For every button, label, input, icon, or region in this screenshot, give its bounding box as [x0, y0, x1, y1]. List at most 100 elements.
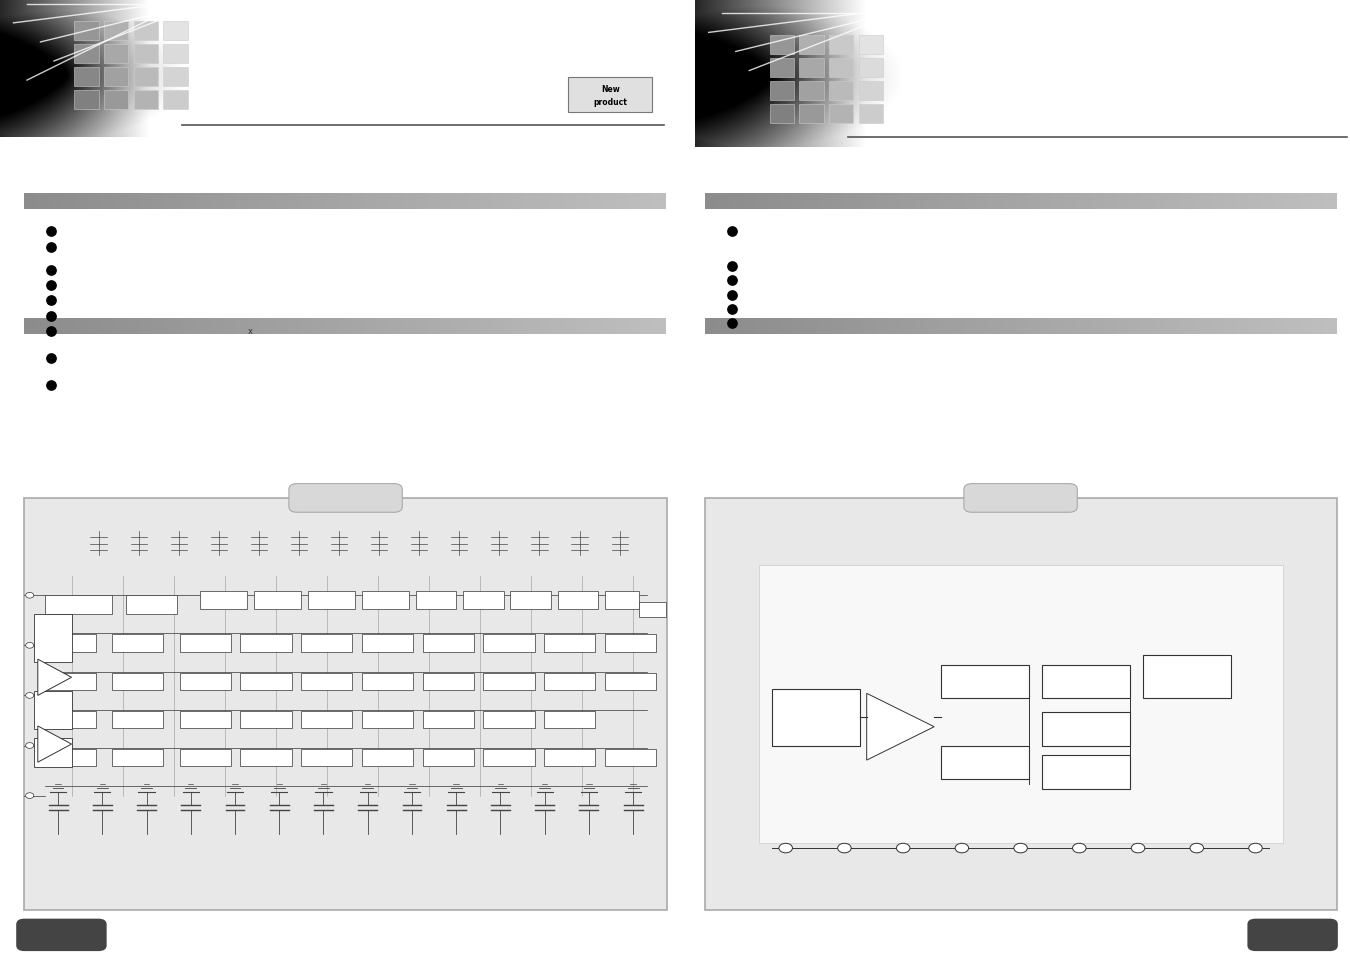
Bar [180, 673, 231, 690]
Circle shape [1131, 843, 1145, 853]
Bar [1143, 656, 1231, 699]
Point [721, 224, 743, 239]
Bar [544, 635, 595, 652]
Bar [544, 711, 595, 728]
Bar [180, 635, 231, 652]
Bar [180, 711, 231, 728]
Bar [163, 91, 188, 110]
Bar [74, 91, 99, 110]
Circle shape [1189, 843, 1203, 853]
Bar [240, 673, 292, 690]
Bar [859, 59, 883, 78]
Bar [104, 45, 128, 64]
Bar [45, 749, 96, 766]
Bar [362, 592, 409, 609]
Bar [240, 711, 292, 728]
FancyBboxPatch shape [568, 78, 652, 112]
FancyBboxPatch shape [1247, 919, 1338, 951]
Point [40, 224, 62, 239]
Bar [705, 498, 1336, 910]
Bar [163, 68, 188, 87]
Bar [112, 635, 163, 652]
Bar [163, 22, 188, 41]
Polygon shape [867, 694, 934, 760]
Point [721, 259, 743, 274]
Bar [605, 635, 656, 652]
Circle shape [26, 743, 34, 749]
Circle shape [26, 593, 34, 598]
Bar [558, 592, 598, 609]
Bar [829, 82, 853, 101]
Bar [463, 592, 504, 609]
Bar [254, 592, 301, 609]
Circle shape [1014, 843, 1027, 853]
Bar [483, 673, 535, 690]
Bar [544, 673, 595, 690]
Bar [639, 603, 666, 618]
Bar [112, 749, 163, 766]
Bar [859, 105, 883, 124]
Bar [544, 749, 595, 766]
Bar [483, 711, 535, 728]
Point [40, 263, 62, 278]
Bar [180, 749, 231, 766]
Bar [362, 711, 413, 728]
Point [40, 378, 62, 394]
Bar [605, 673, 656, 690]
Circle shape [837, 843, 852, 853]
Bar [859, 36, 883, 55]
Bar [510, 592, 551, 609]
Bar [423, 635, 474, 652]
Polygon shape [38, 726, 72, 762]
Bar [1042, 665, 1130, 699]
FancyBboxPatch shape [289, 484, 402, 513]
Circle shape [896, 843, 910, 853]
Bar [362, 673, 413, 690]
Bar [308, 592, 355, 609]
Circle shape [956, 843, 968, 853]
Bar [799, 82, 824, 101]
Circle shape [779, 843, 792, 853]
Bar [829, 59, 853, 78]
Bar [416, 592, 456, 609]
Point [721, 274, 743, 289]
Bar [759, 565, 1282, 843]
Bar [423, 673, 474, 690]
FancyBboxPatch shape [964, 484, 1077, 513]
Bar [301, 673, 352, 690]
Circle shape [26, 693, 34, 699]
Point [40, 294, 62, 309]
Bar [941, 746, 1029, 780]
Bar [104, 68, 128, 87]
Bar [134, 91, 158, 110]
Point [40, 278, 62, 294]
Text: product: product [593, 98, 628, 107]
Bar [1042, 756, 1130, 789]
Bar [423, 749, 474, 766]
Bar [829, 105, 853, 124]
Point [721, 316, 743, 332]
Bar [772, 689, 860, 746]
Bar [240, 749, 292, 766]
Bar [829, 36, 853, 55]
Bar [769, 59, 794, 78]
Bar [45, 635, 96, 652]
Bar [769, 82, 794, 101]
Bar [24, 498, 667, 910]
Bar [483, 635, 535, 652]
Text: New: New [601, 85, 620, 94]
Bar [74, 22, 99, 41]
Bar [104, 22, 128, 41]
Bar [134, 22, 158, 41]
Text: x: x [247, 327, 252, 336]
Bar [799, 105, 824, 124]
Bar [301, 749, 352, 766]
Circle shape [26, 642, 34, 649]
Bar [769, 36, 794, 55]
Bar [34, 739, 72, 767]
Bar [483, 749, 535, 766]
Bar [134, 45, 158, 64]
Bar [34, 691, 72, 729]
Bar [301, 711, 352, 728]
Bar [45, 711, 96, 728]
